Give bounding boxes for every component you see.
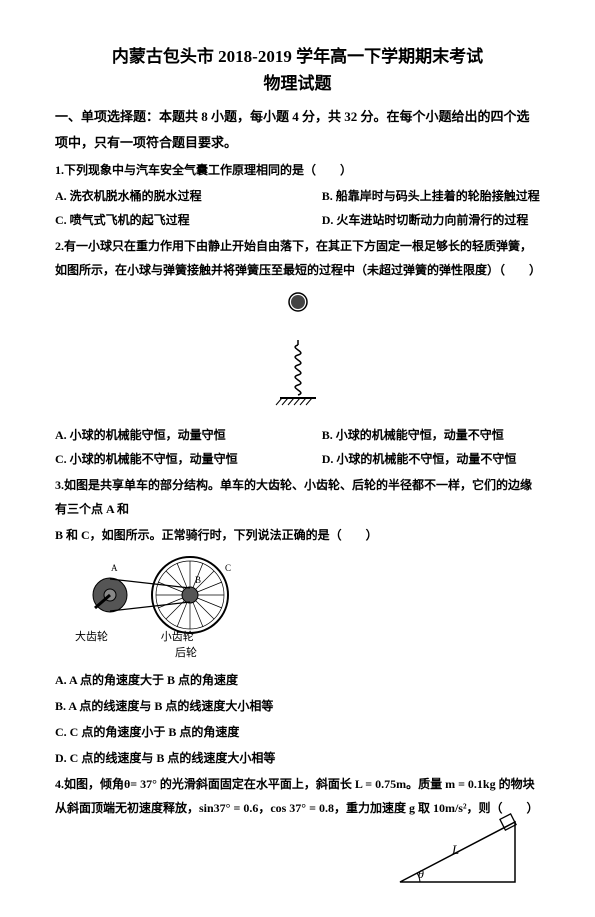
q3-label-big: 大齿轮: [75, 631, 108, 643]
q1-option-c: C. 喷气式飞机的起飞过程: [55, 208, 322, 232]
q4-figure: θ L: [390, 812, 530, 897]
q2-option-d: D. 小球的机械能不守恒，动量不守恒: [322, 447, 540, 471]
svg-text:A: A: [111, 563, 118, 573]
q2-option-a: A. 小球的机械能守恒，动量守恒: [55, 423, 322, 447]
svg-text:B: B: [195, 575, 201, 585]
svg-text:C: C: [225, 563, 231, 573]
q3-figure: A B C 大齿轮 小齿轮 后轮: [75, 553, 540, 680]
q3-stem-2: B 和 C，如图所示。正常骑行时，下列说法正确的是（ ）: [55, 523, 540, 547]
q2-row2: C. 小球的机械能不守恒，动量守恒 D. 小球的机械能不守恒，动量不守恒: [55, 447, 540, 471]
q1-option-b: B. 船靠岸时与码头上挂着的轮胎接触过程: [322, 184, 540, 208]
q3-option-c: C. C 点的角速度小于 B 点的角速度: [55, 720, 540, 744]
q3-stem-1: 3.如图是共享单车的部分结构。单车的大齿轮、小齿轮、后轮的半径都不一样，它们的边…: [55, 473, 540, 521]
q3-option-b: B. A 点的线速度与 B 点的线速度大小相等: [55, 694, 540, 718]
q3-option-d: D. C 点的线速度与 B 点的线速度大小相等: [55, 746, 540, 770]
doc-title-2: 物理试题: [55, 69, 540, 94]
q2-stem: 2.有一小球只在重力作用下由静止开始自由落下，在其正下方固定一根足够长的轻质弹簧…: [55, 234, 540, 282]
q2-figure: [55, 290, 540, 415]
theta-label: θ: [418, 867, 424, 881]
q1-row1: A. 洗衣机脱水桶的脱水过程 B. 船靠岸时与码头上挂着的轮胎接触过程: [55, 184, 540, 208]
spring-ball-icon: [268, 290, 328, 410]
q1-option-a: A. 洗衣机脱水桶的脱水过程: [55, 184, 322, 208]
incline-icon: θ L: [390, 812, 530, 892]
section-1-header: 一、单项选择题：本题共 8 小题，每小题 4 分，共 32 分。在每个小题给出的…: [55, 104, 540, 156]
q3-label-small: 小齿轮: [161, 631, 194, 643]
l-label: L: [451, 842, 459, 857]
doc-title-1: 内蒙古包头市 2018-2019 学年高一下学期期末考试: [55, 42, 540, 67]
q1-stem: 1.下列现象中与汽车安全气囊工作原理相同的是（ ）: [55, 158, 540, 182]
q3-label-rear: 后轮: [175, 644, 595, 660]
q1-row2: C. 喷气式飞机的起飞过程 D. 火车进站时切断动力向前滑行的过程: [55, 208, 540, 232]
q4-stem: 4.如图，倾角θ= 37° 的光滑斜面固定在水平面上，斜面长 L = 0.75m…: [55, 772, 540, 820]
exam-page: 内蒙古包头市 2018-2019 学年高一下学期期末考试 物理试题 一、单项选择…: [0, 0, 595, 917]
q1-option-d: D. 火车进站时切断动力向前滑行的过程: [322, 208, 540, 232]
q3-option-a: A. A 点的角速度大于 B 点的角速度: [55, 668, 540, 692]
q2-option-b: B. 小球的机械能守恒，动量不守恒: [322, 423, 540, 447]
q2-row1: A. 小球的机械能守恒，动量守恒 B. 小球的机械能守恒，动量不守恒: [55, 423, 540, 447]
q2-option-c: C. 小球的机械能不守恒，动量守恒: [55, 447, 322, 471]
